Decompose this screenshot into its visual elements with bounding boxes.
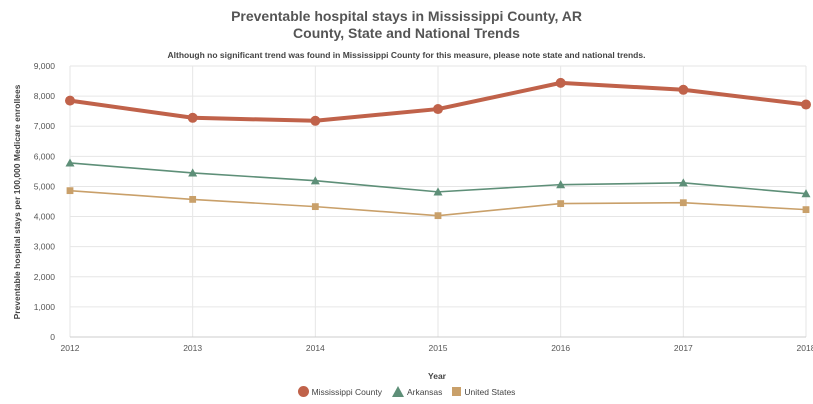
y-tick-label: 4,000 [34,212,56,222]
data-point-mississippi-county[interactable] [555,77,566,88]
y-tick-label: 9,000 [34,61,56,71]
data-point-mississippi-county[interactable] [310,115,321,126]
legend-triangle-marker [391,386,404,397]
legend-label: Arkansas [406,386,443,397]
data-point-united-states[interactable] [802,206,810,214]
x-tick-label: 2016 [551,343,570,353]
data-point-mississippi-county[interactable] [801,99,811,110]
x-axis-title: Year [428,371,447,381]
legend-item-united-states[interactable]: United States [452,387,515,397]
y-axis-title: Preventable hospital stays per 100,000 M… [12,84,22,319]
data-point-united-states[interactable] [66,187,74,195]
legend-item-mississippi-county[interactable]: Mississippi County [297,386,382,397]
y-tick-label: 1,000 [34,302,56,312]
data-point-united-states[interactable] [311,203,319,211]
grid-lines [69,65,807,338]
data-point-mississippi-county[interactable] [187,112,198,123]
x-tick-label: 2013 [183,343,202,353]
x-tick-label: 2014 [306,343,325,353]
data-point-arkansas[interactable] [188,168,198,177]
chart-subtitle: Although no significant trend was found … [167,50,646,60]
data-point-arkansas[interactable] [801,189,811,198]
y-tick-label: 7,000 [34,121,56,131]
data-point-united-states[interactable] [434,212,442,220]
legend-circle-marker [297,386,309,397]
legend-item-arkansas[interactable]: Arkansas [391,386,443,397]
data-point-arkansas[interactable] [556,180,566,189]
legend-label: Mississippi County [311,386,382,397]
chart-title-line1: Preventable hospital stays in Mississipp… [231,8,582,24]
data-point-united-states[interactable] [557,200,565,208]
data-point-mississippi-county[interactable] [433,104,443,115]
data-point-arkansas[interactable] [65,158,75,167]
legend-square-marker [452,387,462,396]
y-tick-label: 8,000 [34,91,56,101]
data-point-arkansas[interactable] [433,187,443,196]
legend: Mississippi County Arkansas United State… [0,386,813,397]
y-tick-label: 2,000 [34,272,56,282]
y-tick-label: 0 [50,332,55,342]
x-axis-ticks: 2012 2013 2014 2015 2016 2017 2018 [61,343,813,353]
chart-title-line2: County, State and National Trends [293,25,520,41]
x-tick-label: 2017 [674,343,693,353]
data-point-mississippi-county[interactable] [678,84,689,95]
data-point-united-states[interactable] [679,199,687,207]
series-lines [65,77,811,220]
y-axis-ticks: 0 1,000 2,000 3,000 4,000 5,000 6,000 7,000 8,00… [34,61,56,342]
data-point-mississippi-county[interactable] [65,95,75,106]
data-point-arkansas[interactable] [310,176,320,185]
y-tick-label: 3,000 [34,242,56,252]
x-tick-label: 2018 [797,343,813,353]
x-tick-label: 2015 [429,343,448,353]
data-point-united-states[interactable] [189,195,197,203]
y-tick-label: 6,000 [34,151,56,161]
y-tick-label: 5,000 [34,181,56,191]
x-tick-label: 2012 [61,343,80,353]
data-point-arkansas[interactable] [678,178,688,187]
legend-label: United States [464,386,516,397]
